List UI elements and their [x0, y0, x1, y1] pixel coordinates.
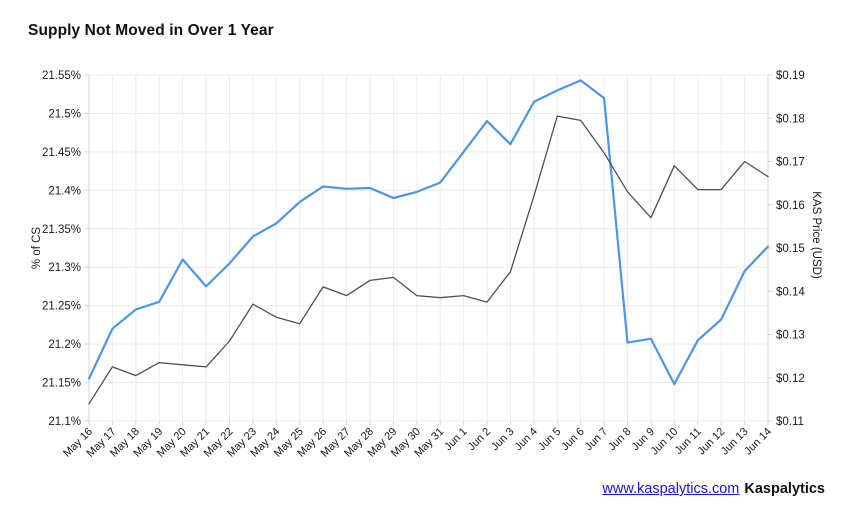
brand-name: Kaspalytics [744, 481, 825, 497]
x-axis-tick-label: Jun 6 [559, 426, 587, 454]
x-axis-tick-label: Jun 8 [606, 426, 634, 454]
right-axis-tick-label: $0.14 [776, 286, 805, 298]
x-axis-tick-label: Jun 4 [512, 426, 540, 454]
right-axis-tick-label: $0.19 [776, 70, 805, 82]
left-axis-tick-label: 21.55% [42, 70, 81, 82]
footer: www.kaspalytics.com Kaspalytics [602, 481, 825, 497]
x-axis-tick-label: Jun 14 [742, 426, 774, 458]
x-axis-tick-label: Jun 7 [583, 426, 611, 454]
right-axis-tick-label: $0.13 [776, 330, 805, 342]
left-axis-tick-label: 21.15% [42, 378, 81, 390]
chart-title: Supply Not Moved in Over 1 Year [28, 22, 274, 39]
left-axis-tick-label: 21.2% [48, 339, 81, 351]
right-axis-tick-label: $0.16 [776, 200, 805, 212]
left-axis-tick-label: 21.25% [42, 301, 81, 313]
left-axis-tick-label: 21.5% [48, 108, 81, 120]
right-axis-tick-label: $0.18 [776, 113, 805, 125]
right-axis-tick-label: $0.15 [776, 243, 805, 255]
left-axis-tick-label: 21.4% [48, 185, 81, 197]
right-axis-tick-label: $0.17 [776, 157, 805, 169]
right-axis-tick-label: $0.11 [776, 416, 804, 428]
right-axis-title: KAS Price (USD) [810, 191, 822, 279]
kaspalytics-link[interactable]: www.kaspalytics.com [602, 481, 740, 497]
supply-series-line [87, 79, 770, 386]
x-axis-tick-label: Jun 2 [466, 426, 494, 454]
right-axis-tick-label: $0.12 [776, 373, 805, 385]
left-axis-tick-label: 21.45% [42, 147, 81, 159]
left-axis-title: % of CS [31, 227, 43, 270]
supply-price-chart: 21.55% 21.5% 21.45% 21.4% 21.35% 21.3% 21.25% 2… [31, 70, 822, 460]
price-series-line [88, 115, 769, 405]
x-axis-tick-label: Jun 3 [489, 426, 517, 454]
left-axis-tick-label: 21.35% [42, 224, 81, 236]
left-axis-tick-label: 21.3% [48, 262, 81, 274]
x-axis-tick-label: Jun 5 [536, 426, 564, 454]
x-axis-tick-label: Jun 1 [442, 426, 470, 454]
left-axis-tick-label: 21.1% [48, 416, 81, 428]
